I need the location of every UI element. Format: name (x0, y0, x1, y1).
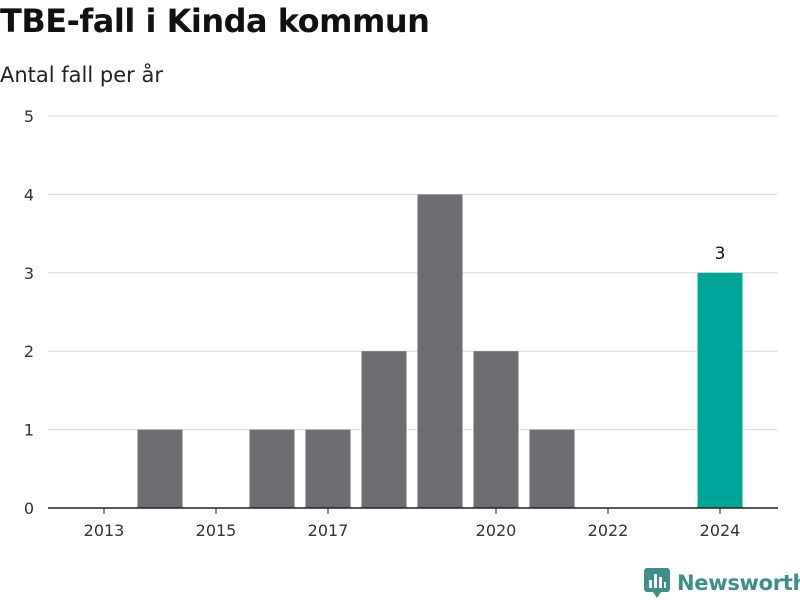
newsworthy-logo-icon (644, 568, 670, 598)
y-tick-label: 0 (24, 499, 34, 518)
bar-chart: 0 1 2 3 4 5 3 2013 2015 2017 2020 2022 2024 (24, 107, 778, 540)
chart-title: TBE-fall i Kinda kommun (0, 2, 430, 40)
x-tick-label: 2017 (308, 521, 349, 540)
bar-2024 (697, 272, 743, 508)
bar-2019 (417, 194, 463, 508)
x-tick-label: 2024 (700, 521, 741, 540)
y-tick-label: 1 (24, 421, 34, 440)
x-tick-label: 2022 (588, 521, 629, 540)
x-tick-label: 2013 (84, 521, 125, 540)
brand-name: Newsworthy (677, 571, 800, 595)
x-tick-label: 2020 (476, 521, 517, 540)
y-tick-label: 5 (24, 107, 34, 126)
y-tick-label: 2 (24, 342, 34, 361)
bar-2018 (361, 351, 407, 508)
data-label-2024: 3 (715, 244, 726, 264)
bar-2014 (137, 429, 183, 508)
y-tick-label: 4 (24, 185, 34, 204)
newsworthy-brand: Newsworthy (644, 568, 800, 598)
bar-2020 (473, 351, 519, 508)
bar-2016 (249, 429, 295, 508)
chart-subtitle: Antal fall per år (0, 63, 163, 87)
x-tick-label: 2015 (196, 521, 237, 540)
bar-2017 (305, 429, 351, 508)
y-tick-label: 3 (24, 264, 34, 283)
bar-2021 (529, 429, 575, 508)
